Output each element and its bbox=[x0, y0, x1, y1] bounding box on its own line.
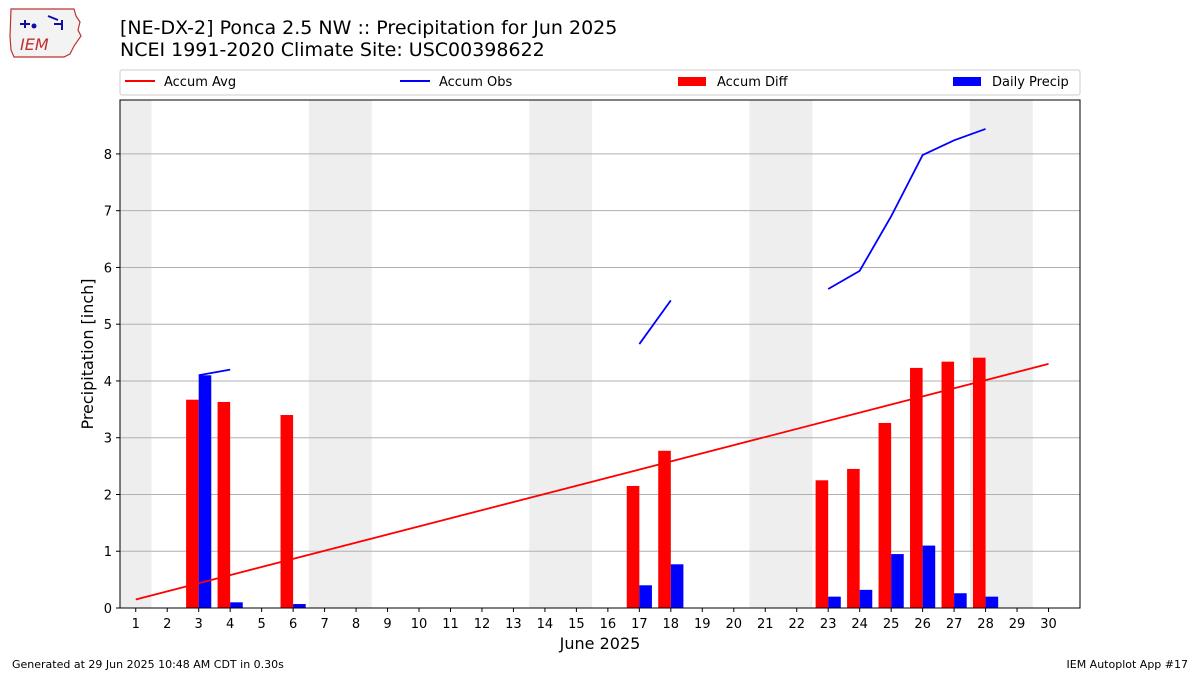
x-tick-label: 18 bbox=[663, 617, 680, 632]
x-tick-label: 29 bbox=[1009, 617, 1026, 632]
legend-label: Daily Precip bbox=[992, 75, 1069, 90]
x-tick-label: 20 bbox=[725, 617, 742, 632]
y-tick-label: 4 bbox=[104, 375, 112, 390]
x-tick-label: 27 bbox=[946, 617, 963, 632]
daily-precip-bar bbox=[639, 585, 652, 608]
x-tick-label: 12 bbox=[474, 617, 491, 632]
x-tick-label: 6 bbox=[289, 617, 297, 632]
title-line-2: NCEI 1991-2020 Climate Site: USC00398622 bbox=[120, 39, 545, 61]
iowa-state-outline bbox=[9, 8, 82, 58]
y-tick-label: 0 bbox=[104, 602, 112, 617]
x-tick-label: 2 bbox=[163, 617, 171, 632]
bars bbox=[186, 357, 999, 608]
generated-footer: Generated at 29 Jun 2025 10:48 AM CDT in… bbox=[12, 658, 284, 671]
x-tick-label: 16 bbox=[600, 617, 617, 632]
x-tick-label: 3 bbox=[195, 617, 203, 632]
accum-diff-bar bbox=[217, 401, 231, 608]
daily-precip-bar bbox=[954, 593, 967, 608]
y-axis-label: Precipitation [inch] bbox=[78, 278, 97, 429]
x-tick-label: 8 bbox=[352, 617, 360, 632]
x-tick-label: 23 bbox=[820, 617, 837, 632]
daily-precip-bar bbox=[230, 602, 243, 608]
iem-logo: IEM bbox=[9, 8, 82, 58]
legend-bar-swatch bbox=[678, 77, 706, 86]
y-tick-label: 6 bbox=[104, 261, 112, 276]
plot-frame bbox=[119, 99, 1081, 609]
x-tick-label: 26 bbox=[914, 617, 931, 632]
x-tick-label: 30 bbox=[1040, 617, 1057, 632]
weekend-shading bbox=[120, 100, 1033, 608]
legend-label: Accum Diff bbox=[717, 75, 789, 90]
daily-precip-bar bbox=[859, 589, 873, 608]
gridlines bbox=[120, 153, 1080, 552]
daily-precip-bar bbox=[985, 596, 999, 608]
daily-precip-bar bbox=[293, 604, 306, 608]
accum-diff-bar bbox=[626, 485, 640, 608]
accum-diff-bar bbox=[910, 367, 923, 608]
station-dot-icon bbox=[31, 23, 37, 29]
y-tick-label: 2 bbox=[104, 488, 112, 503]
x-tick-label: 21 bbox=[757, 617, 774, 632]
weather-symbols-icon bbox=[20, 15, 63, 30]
legend-bar-swatch bbox=[953, 77, 981, 86]
accum-diff-bar bbox=[941, 361, 955, 608]
accum-obs-line bbox=[198, 368, 231, 377]
x-axis-label: June 2025 bbox=[559, 634, 641, 653]
x-tick-label: 15 bbox=[568, 617, 585, 632]
chart-title: [NE-DX-2] Ponca 2.5 NW :: Precipitation … bbox=[120, 17, 617, 61]
x-tick-label: 13 bbox=[505, 617, 522, 632]
weekend-band bbox=[749, 100, 813, 608]
x-tick-label: 14 bbox=[537, 617, 554, 632]
accum-diff-bar bbox=[972, 357, 986, 608]
x-tick-label: 10 bbox=[411, 617, 428, 632]
y-tick-label: 3 bbox=[104, 432, 112, 447]
legend-label: Accum Obs bbox=[439, 75, 512, 90]
accum-obs-line bbox=[827, 128, 986, 290]
x-axis: 1 2 3 4 5 6 7 8 9 10 11 12 13 14 15 16 17 18 19 20 21 22 23 24 2… bbox=[132, 608, 1057, 632]
accum-obs-line bbox=[638, 299, 672, 345]
weekend-band bbox=[529, 100, 593, 608]
y-tick-label: 5 bbox=[104, 318, 112, 333]
daily-precip-bar bbox=[198, 375, 212, 608]
daily-precip-bar bbox=[922, 545, 936, 608]
legend: Accum Avg Accum Obs Accum Diff Daily Precip bbox=[119, 69, 1081, 96]
app-footer: IEM Autoplot App #17 bbox=[1066, 658, 1189, 671]
legend-label: Accum Avg bbox=[164, 75, 236, 90]
title-line-1: [NE-DX-2] Ponca 2.5 NW :: Precipitation … bbox=[120, 17, 618, 39]
x-tick-label: 9 bbox=[383, 617, 391, 632]
accum-diff-bar bbox=[186, 399, 199, 608]
x-tick-label: 19 bbox=[694, 617, 711, 632]
series-lines bbox=[135, 128, 1049, 601]
accum-diff-bar bbox=[658, 450, 671, 608]
weekend-band bbox=[308, 100, 372, 608]
y-tick-label: 1 bbox=[104, 545, 112, 560]
accum-diff-bar bbox=[280, 415, 294, 608]
x-tick-label: 25 bbox=[883, 617, 900, 632]
daily-precip-bar bbox=[828, 596, 841, 608]
accum-diff-bar bbox=[815, 480, 829, 608]
x-tick-label: 22 bbox=[788, 617, 805, 632]
daily-precip-bar bbox=[670, 564, 684, 608]
accum-diff-bar bbox=[847, 468, 860, 608]
x-tick-label: 28 bbox=[977, 617, 994, 632]
x-tick-label: 17 bbox=[631, 617, 648, 632]
x-tick-label: 1 bbox=[132, 617, 140, 632]
x-tick-label: 4 bbox=[226, 617, 234, 632]
y-tick-label: 7 bbox=[104, 205, 112, 220]
accum-diff-bar bbox=[878, 422, 892, 608]
weekend-band bbox=[120, 100, 152, 608]
x-tick-label: 11 bbox=[442, 617, 459, 632]
x-tick-label: 5 bbox=[257, 617, 265, 632]
y-axis: 0 1 2 3 4 5 6 7 8 bbox=[104, 148, 120, 617]
y-tick-label: 8 bbox=[104, 148, 112, 163]
legend-box bbox=[119, 69, 1081, 96]
accum-avg-line bbox=[135, 363, 1049, 601]
logo-text: IEM bbox=[20, 35, 49, 54]
daily-precip-bar bbox=[891, 554, 904, 608]
x-tick-label: 7 bbox=[320, 617, 328, 632]
x-tick-label: 24 bbox=[851, 617, 868, 632]
